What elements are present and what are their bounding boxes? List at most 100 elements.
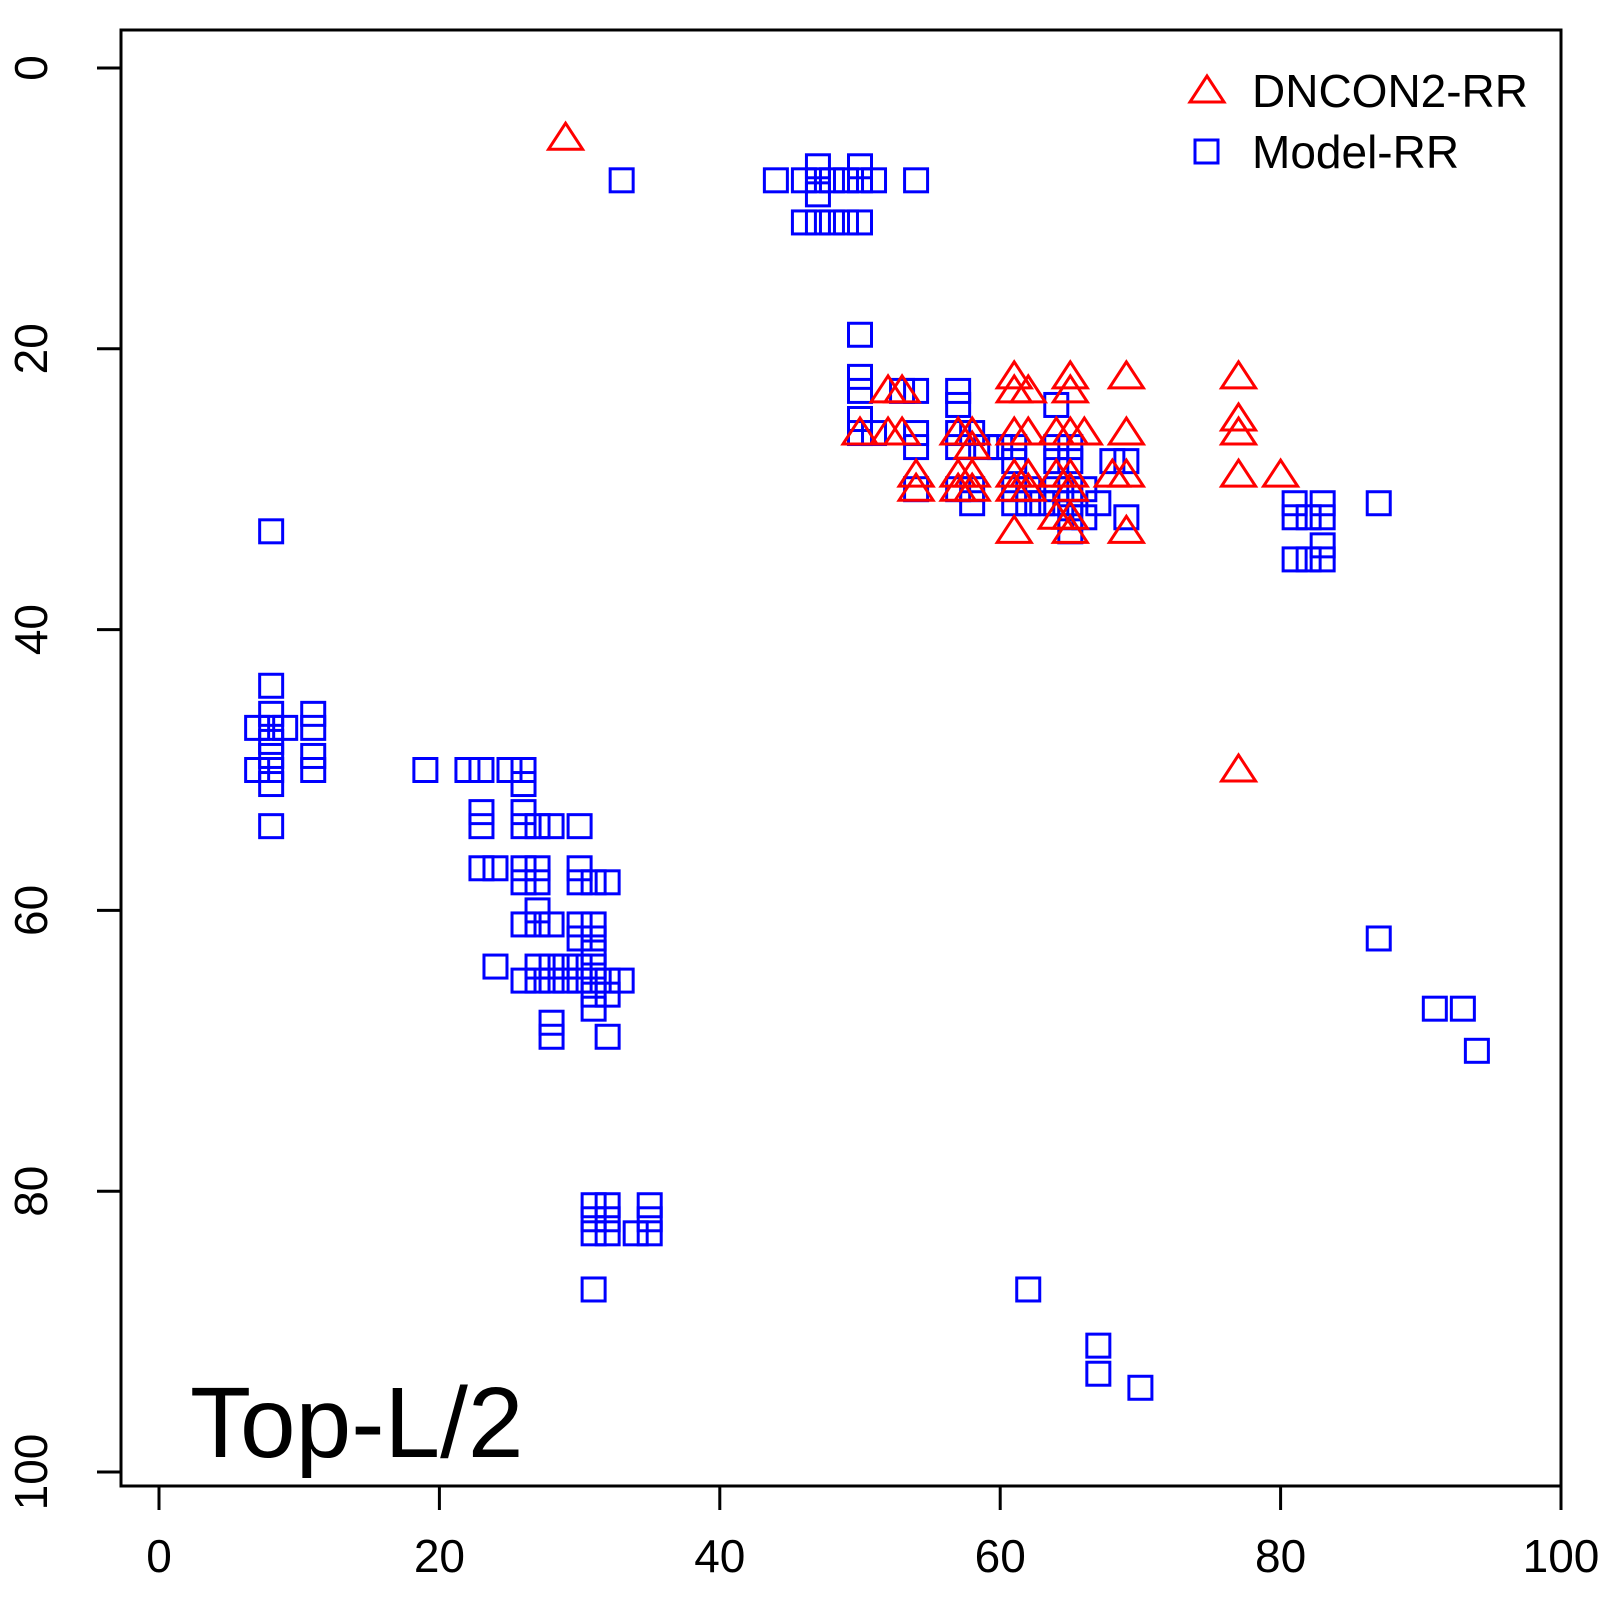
point-dncon2-rr bbox=[1106, 359, 1147, 390]
point-model-rr bbox=[482, 855, 509, 882]
point-model-rr bbox=[945, 377, 972, 404]
y-tick-label: 80 bbox=[5, 1166, 57, 1217]
point-dncon2-rr bbox=[1218, 401, 1259, 432]
point-model-rr bbox=[258, 771, 285, 798]
y-tick-label: 100 bbox=[5, 1434, 57, 1511]
point-model-rr bbox=[272, 714, 299, 741]
point-dncon2-rr bbox=[994, 513, 1034, 544]
point-dncon2-rr bbox=[1106, 415, 1147, 446]
point-model-rr bbox=[538, 953, 565, 980]
point-model-rr bbox=[300, 714, 327, 741]
point-model-rr bbox=[482, 953, 509, 980]
point-model-rr bbox=[594, 1220, 621, 1247]
point-model-rr bbox=[524, 911, 551, 938]
point-model-rr bbox=[987, 434, 1014, 461]
point-dncon2-rr bbox=[1218, 752, 1259, 783]
point-model-rr bbox=[1099, 448, 1126, 475]
point-model-rr bbox=[818, 209, 845, 236]
point-dncon2-rr bbox=[952, 415, 992, 446]
point-model-rr bbox=[510, 771, 537, 798]
point-model-rr bbox=[1295, 504, 1322, 531]
point-dncon2-rr bbox=[896, 457, 936, 488]
point-model-rr bbox=[1085, 1360, 1112, 1387]
point-model-rr bbox=[580, 911, 607, 938]
point-model-rr bbox=[847, 321, 873, 348]
point-model-rr bbox=[258, 700, 285, 727]
point-model-rr bbox=[1365, 490, 1392, 517]
point-model-rr bbox=[818, 167, 845, 194]
point-dncon2-rr bbox=[1050, 457, 1091, 488]
point-model-rr bbox=[580, 869, 607, 896]
point-model-rr bbox=[552, 953, 579, 980]
point-dncon2-rr bbox=[545, 120, 586, 151]
point-dncon2-rr bbox=[1008, 373, 1049, 404]
point-dncon2-rr bbox=[1106, 513, 1147, 544]
point-model-rr bbox=[790, 167, 817, 194]
point-model-rr bbox=[847, 377, 873, 404]
data-points bbox=[244, 120, 1490, 1401]
point-model-rr bbox=[538, 813, 565, 840]
point-dncon2-rr bbox=[1008, 457, 1049, 488]
point-model-rr bbox=[861, 167, 888, 194]
x-tick-label: 40 bbox=[694, 1530, 745, 1582]
point-model-rr bbox=[566, 967, 593, 994]
point-dncon2-rr bbox=[1218, 457, 1259, 488]
point-model-rr bbox=[468, 813, 495, 840]
point-model-rr bbox=[1463, 1037, 1490, 1064]
point-dncon2-rr bbox=[1050, 373, 1091, 404]
point-model-rr bbox=[1029, 490, 1056, 517]
point-model-rr bbox=[594, 1023, 621, 1050]
point-model-rr bbox=[468, 757, 495, 783]
point-model-rr bbox=[510, 813, 537, 840]
x-tick-label: 60 bbox=[975, 1530, 1026, 1582]
point-model-rr bbox=[1449, 995, 1476, 1022]
point-model-rr bbox=[552, 967, 579, 994]
point-model-rr bbox=[524, 897, 551, 924]
x-tick-label: 100 bbox=[1523, 1530, 1600, 1582]
point-model-rr bbox=[847, 363, 873, 390]
plot-annotation: Top-L/2 bbox=[190, 1367, 524, 1479]
point-model-rr bbox=[1281, 504, 1308, 531]
x-tick-label: 20 bbox=[414, 1530, 465, 1582]
point-model-rr bbox=[1281, 490, 1308, 517]
point-dncon2-rr bbox=[1008, 415, 1049, 446]
point-model-rr bbox=[847, 406, 873, 432]
point-dncon2-rr bbox=[1106, 457, 1147, 488]
point-model-rr bbox=[258, 813, 285, 840]
point-model-rr bbox=[524, 953, 551, 980]
point-model-rr bbox=[510, 869, 537, 896]
legend-marker-model-rr bbox=[1193, 138, 1220, 165]
point-model-rr bbox=[1365, 925, 1392, 952]
point-model-rr bbox=[566, 869, 593, 896]
point-model-rr bbox=[580, 939, 607, 966]
point-model-rr bbox=[468, 799, 495, 826]
point-model-rr bbox=[1113, 448, 1140, 475]
point-model-rr bbox=[1309, 490, 1336, 517]
point-model-rr bbox=[580, 1276, 607, 1303]
point-model-rr bbox=[580, 1220, 607, 1247]
point-dncon2-rr bbox=[952, 471, 992, 502]
point-dncon2-rr bbox=[1260, 457, 1301, 488]
point-model-rr bbox=[959, 490, 986, 517]
point-model-rr bbox=[804, 153, 831, 180]
legend: DNCON2-RR Model-RR bbox=[1187, 65, 1528, 178]
point-model-rr bbox=[510, 855, 537, 882]
point-model-rr bbox=[1113, 504, 1140, 531]
legend-label-model-rr: Model-RR bbox=[1252, 126, 1459, 178]
x-axis-ticks: 0 20 40 60 80 100 bbox=[146, 1486, 1599, 1582]
point-model-rr bbox=[496, 757, 523, 783]
point-model-rr bbox=[594, 1206, 621, 1233]
point-model-rr bbox=[580, 925, 607, 952]
point-model-rr bbox=[1043, 490, 1070, 517]
point-model-rr bbox=[1309, 546, 1336, 573]
point-model-rr bbox=[1085, 1332, 1112, 1359]
point-model-rr bbox=[1127, 1374, 1154, 1401]
point-model-rr bbox=[412, 757, 439, 783]
point-model-rr bbox=[594, 869, 621, 896]
point-model-rr bbox=[636, 1206, 663, 1233]
point-model-rr bbox=[622, 1220, 649, 1247]
point-model-rr bbox=[300, 757, 327, 783]
point-model-rr bbox=[832, 209, 859, 236]
point-model-rr bbox=[244, 757, 271, 783]
